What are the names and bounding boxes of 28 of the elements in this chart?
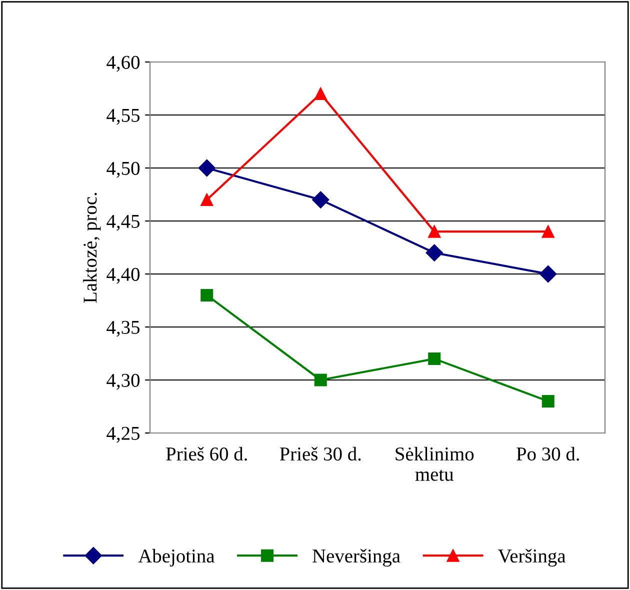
y-tick-label: 4,60 [106,56,140,72]
point [312,191,330,208]
x-tick-label: Prieš 60 d. [166,446,247,461]
y-axis-title: Laktozė, proc. [83,192,101,303]
point [200,288,214,302]
x-tick-label: Po 30 d. [516,446,579,461]
x-tick-label: Sėklinimo metu [396,446,474,481]
y-tick-label: 4,35 [106,320,140,337]
legend-label: Abejotina [138,548,215,567]
point [540,265,557,283]
point [542,394,554,408]
point [314,88,327,100]
point [428,352,441,366]
y-tick-label: 4,40 [106,268,140,284]
point [198,159,216,177]
y-tick-label: 4,45 [106,214,140,231]
point [428,225,441,238]
legend-label: Veršinga [498,548,566,567]
y-tick-label: 4,30 [106,374,140,390]
x-tick-label: Prieš 30 d. [280,446,361,461]
y-tick-label: 4,55 [106,108,140,125]
point [314,374,327,386]
y-tick-label: 4,50 [106,162,140,178]
point [200,194,214,206]
point [426,244,443,262]
y-tick-label: 4,25 [106,426,140,443]
legend-label: Neveršinga [312,548,400,567]
point [542,225,554,238]
